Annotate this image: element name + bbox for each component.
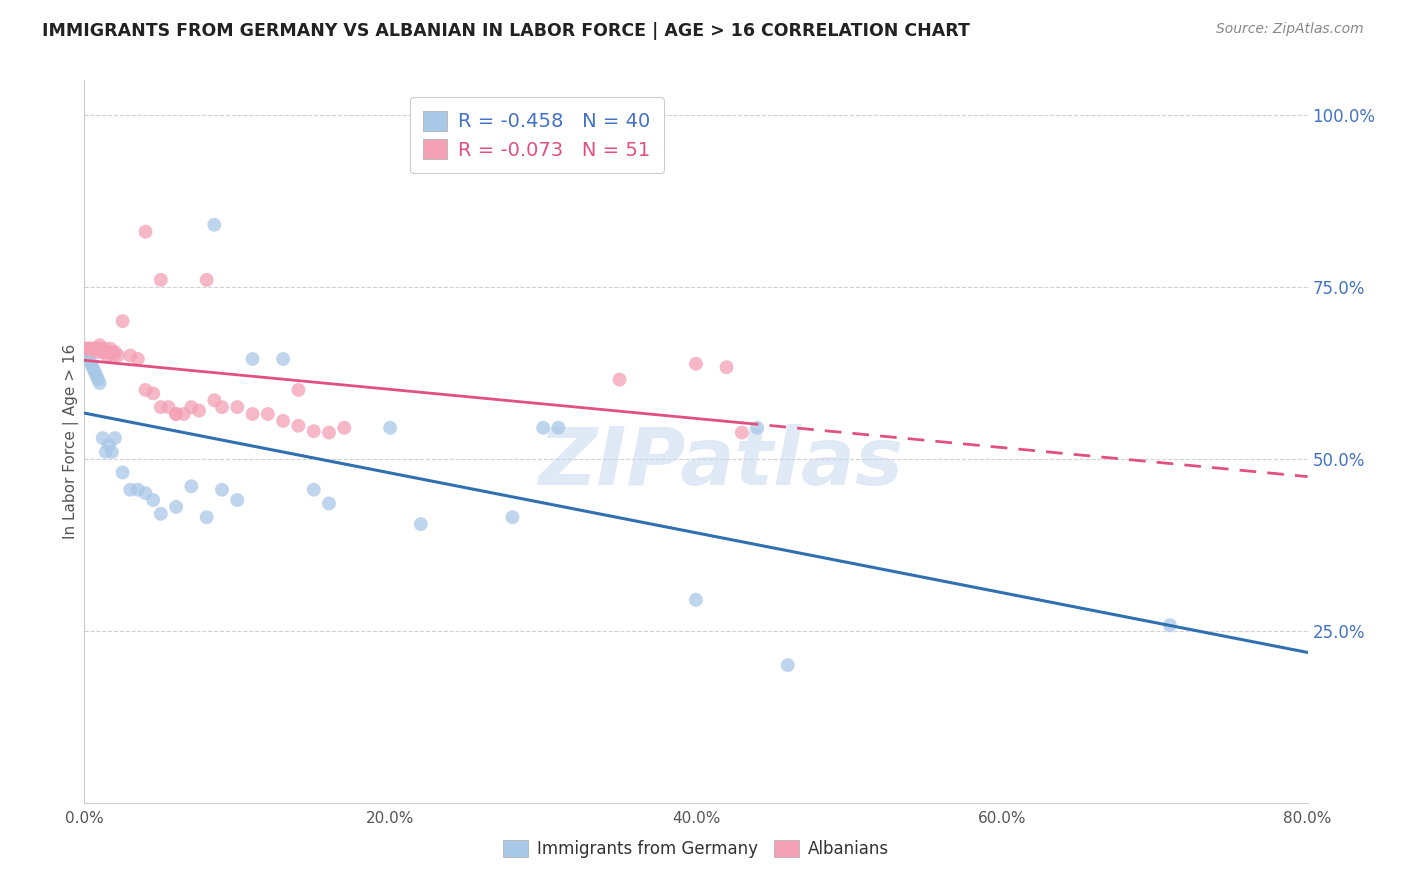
Point <box>195 510 218 524</box>
Point <box>86 369 108 384</box>
Legend: Immigrants from Germany, Albanians: Immigrants from Germany, Albanians <box>495 832 897 867</box>
Point <box>380 421 402 435</box>
Point <box>531 421 554 435</box>
Point <box>287 383 309 397</box>
Point <box>111 466 134 480</box>
Point <box>195 273 218 287</box>
Point <box>776 658 799 673</box>
Point <box>242 351 264 366</box>
Point <box>165 407 187 421</box>
Point <box>502 510 524 524</box>
Point <box>75 342 97 356</box>
Point <box>89 338 111 352</box>
Point <box>80 359 103 373</box>
Point <box>202 393 225 408</box>
Point <box>271 351 294 366</box>
Point <box>77 351 100 366</box>
Point <box>90 342 112 356</box>
Point <box>97 345 120 359</box>
Y-axis label: In Labor Force | Age > 16: In Labor Force | Age > 16 <box>63 344 79 539</box>
Point <box>149 273 172 287</box>
Point <box>83 362 105 376</box>
Point <box>101 445 124 459</box>
Point <box>86 345 108 359</box>
Point <box>180 479 202 493</box>
Point <box>97 438 120 452</box>
Point <box>79 355 101 369</box>
Point <box>609 373 631 387</box>
Point <box>716 360 738 375</box>
Point <box>685 592 707 607</box>
Point <box>180 400 202 414</box>
Point <box>79 342 101 356</box>
Point <box>77 342 100 356</box>
Point <box>101 345 124 359</box>
Point <box>75 342 97 356</box>
Point <box>165 407 187 421</box>
Point <box>84 366 107 380</box>
Point <box>242 407 264 421</box>
Point <box>287 418 309 433</box>
Point <box>83 342 105 356</box>
Point <box>165 500 187 514</box>
Point <box>747 421 769 435</box>
Point <box>91 345 114 359</box>
Point <box>104 431 127 445</box>
Point <box>127 483 149 497</box>
Point <box>149 400 172 414</box>
Point <box>87 342 110 356</box>
Point <box>226 400 249 414</box>
Point <box>76 349 98 363</box>
Point <box>135 225 157 239</box>
Text: Source: ZipAtlas.com: Source: ZipAtlas.com <box>1216 22 1364 37</box>
Point <box>111 314 134 328</box>
Point <box>135 383 157 397</box>
Point <box>98 342 121 356</box>
Point <box>104 345 127 359</box>
Point <box>211 400 233 414</box>
Point <box>94 445 117 459</box>
Point <box>1159 618 1181 632</box>
Point <box>409 517 432 532</box>
Point <box>96 349 118 363</box>
Point <box>157 400 180 414</box>
Point <box>685 357 707 371</box>
Point <box>318 496 340 510</box>
Point <box>84 342 107 356</box>
Point <box>120 349 142 363</box>
Point <box>76 342 98 356</box>
Point <box>91 431 114 445</box>
Text: IMMIGRANTS FROM GERMANY VS ALBANIAN IN LABOR FORCE | AGE > 16 CORRELATION CHART: IMMIGRANTS FROM GERMANY VS ALBANIAN IN L… <box>42 22 970 40</box>
Point <box>87 373 110 387</box>
Point <box>89 376 111 390</box>
Point <box>211 483 233 497</box>
Point <box>271 414 294 428</box>
Point <box>142 493 165 508</box>
Point <box>318 425 340 440</box>
Point <box>149 507 172 521</box>
Point <box>173 407 195 421</box>
Point <box>226 493 249 508</box>
Point <box>94 345 117 359</box>
Point <box>135 486 157 500</box>
Point <box>302 483 325 497</box>
Point <box>107 349 129 363</box>
Point <box>93 342 115 356</box>
Point <box>127 351 149 366</box>
Point <box>731 425 754 440</box>
Point <box>202 218 225 232</box>
Point <box>302 424 325 438</box>
Point <box>547 421 569 435</box>
Point <box>120 483 142 497</box>
Text: ZIPatlas: ZIPatlas <box>538 425 903 502</box>
Point <box>142 386 165 401</box>
Point <box>333 421 356 435</box>
Point <box>103 349 125 363</box>
Point <box>80 342 103 356</box>
Point <box>188 403 211 417</box>
Point <box>257 407 280 421</box>
